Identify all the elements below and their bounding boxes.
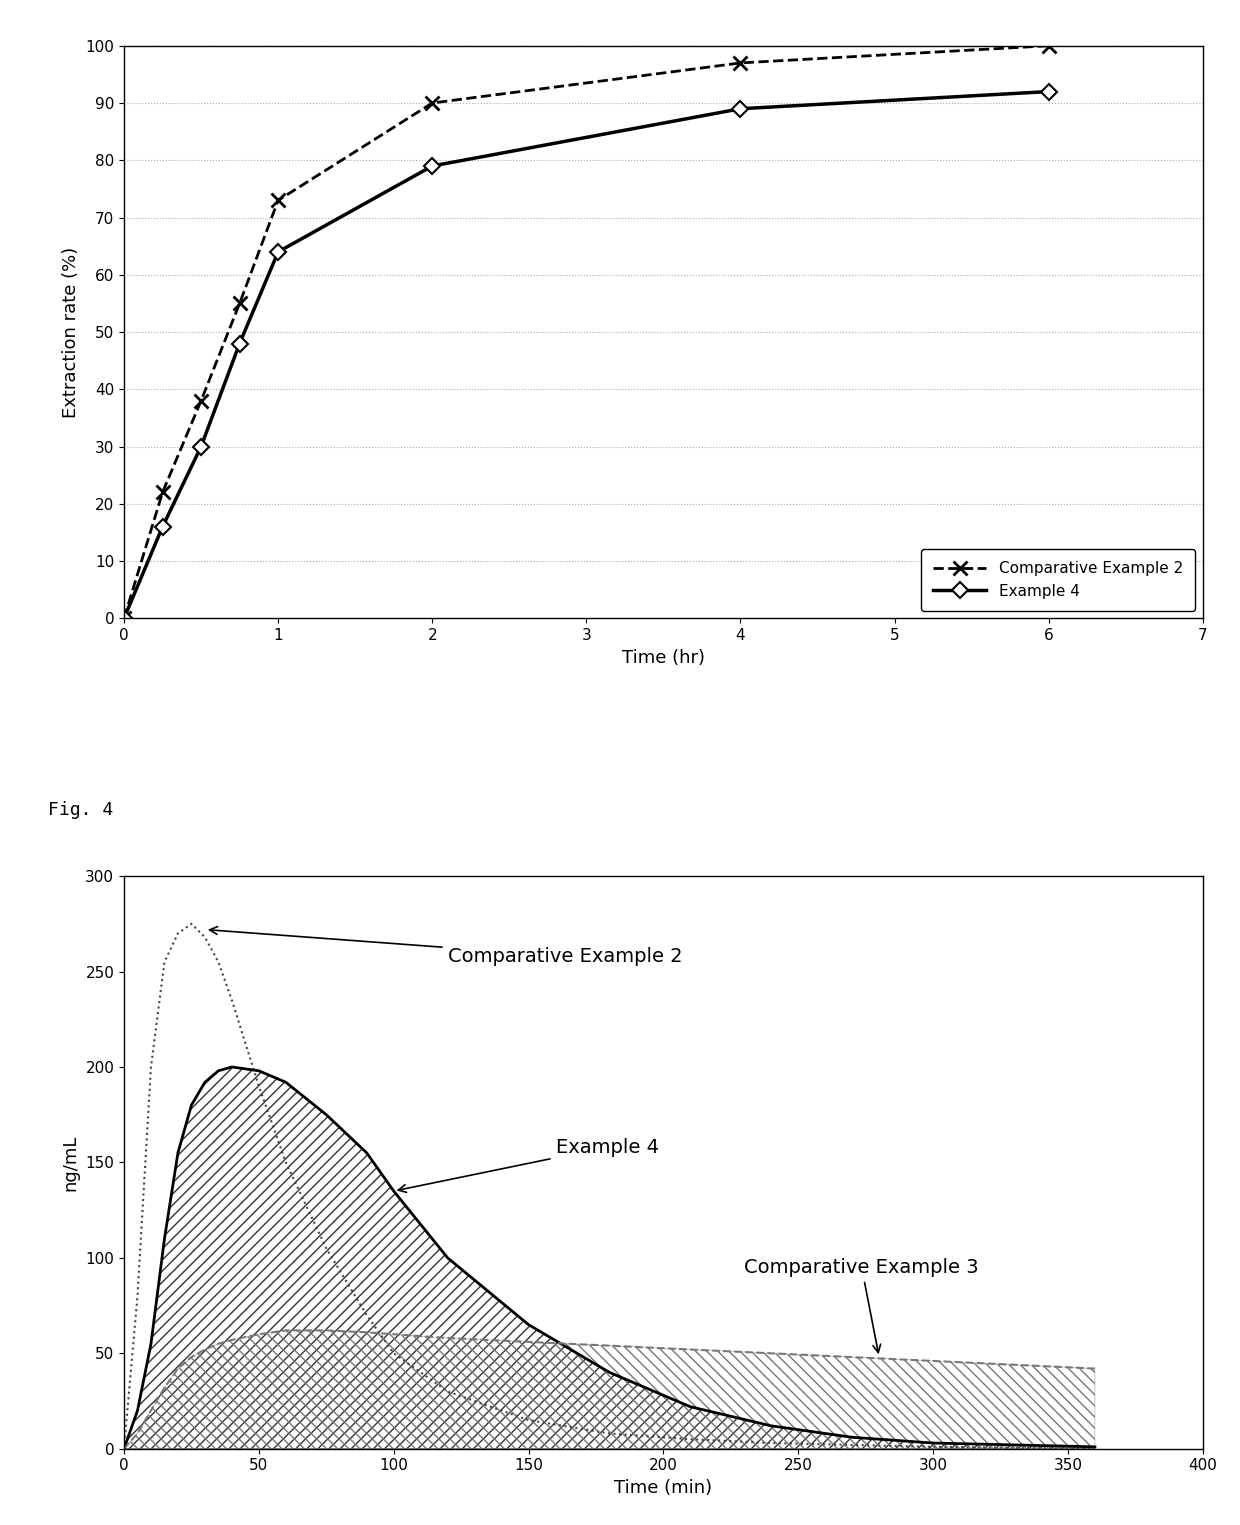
Y-axis label: Extraction rate (%): Extraction rate (%): [62, 247, 79, 418]
Example 4: [193, 438, 208, 456]
Comparative Example 2: [232, 294, 247, 313]
Example 4: [155, 517, 170, 535]
Example 4: [733, 99, 748, 117]
X-axis label: Time (hr): Time (hr): [622, 648, 704, 666]
Example 4: [270, 242, 285, 261]
Example 4: [1042, 82, 1056, 101]
Example 4: [117, 610, 131, 628]
Example 4: [232, 334, 247, 352]
Line: Example 4: Example 4: [119, 85, 1054, 624]
Legend: Comparative Example 2, Example 4: Comparative Example 2, Example 4: [921, 549, 1195, 612]
Comparative Example 2: [1042, 37, 1056, 55]
Comparative Example 2: [155, 483, 170, 502]
Comparative Example 2: [270, 191, 285, 209]
Comparative Example 2: [733, 53, 748, 72]
Text: Comparative Example 2: Comparative Example 2: [210, 927, 682, 965]
X-axis label: Time (min): Time (min): [614, 1479, 713, 1498]
Text: Example 4: Example 4: [398, 1138, 658, 1193]
Y-axis label: ng/mL: ng/mL: [62, 1135, 79, 1191]
Line: Comparative Example 2: Comparative Example 2: [117, 38, 1055, 625]
Comparative Example 2: [425, 95, 440, 113]
Comparative Example 2: [193, 392, 208, 410]
Text: Fig. 4: Fig. 4: [48, 801, 114, 819]
Comparative Example 2: [117, 610, 131, 628]
Example 4: [425, 157, 440, 175]
Text: Comparative Example 3: Comparative Example 3: [744, 1258, 978, 1353]
